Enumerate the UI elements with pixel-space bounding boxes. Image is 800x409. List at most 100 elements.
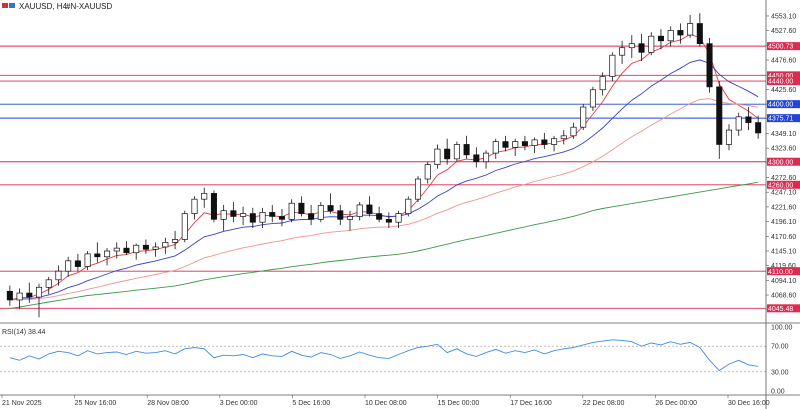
- candle[interactable]: [181, 210, 188, 243]
- candle[interactable]: [346, 210, 354, 231]
- candle[interactable]: [541, 132, 548, 150]
- candle[interactable]: [599, 72, 606, 96]
- y-tick-label: 4349.10: [771, 131, 796, 138]
- candle-body: [240, 213, 247, 217]
- level-tag-label: 4110.00: [768, 269, 793, 276]
- candle[interactable]: [308, 204, 315, 226]
- candle[interactable]: [521, 135, 528, 151]
- candle[interactable]: [657, 29, 664, 50]
- candle-body: [288, 202, 295, 220]
- candle[interactable]: [453, 141, 460, 162]
- candle[interactable]: [337, 204, 344, 226]
- candle[interactable]: [210, 190, 217, 223]
- candle[interactable]: [483, 150, 490, 169]
- candle[interactable]: [366, 196, 373, 217]
- candle[interactable]: [298, 196, 305, 217]
- candle[interactable]: [755, 115, 762, 139]
- candle[interactable]: [531, 137, 538, 154]
- candle[interactable]: [6, 285, 13, 306]
- candle-body: [366, 204, 373, 214]
- candle-body: [521, 141, 528, 146]
- candle[interactable]: [735, 112, 742, 136]
- candle[interactable]: [589, 86, 596, 112]
- candle[interactable]: [492, 138, 499, 159]
- candle[interactable]: [16, 288, 23, 309]
- candle[interactable]: [424, 161, 431, 184]
- candle[interactable]: [191, 196, 198, 220]
- candle[interactable]: [259, 207, 266, 228]
- candle[interactable]: [706, 37, 713, 93]
- candle[interactable]: [288, 199, 295, 223]
- candle-body: [376, 213, 383, 220]
- candle[interactable]: [249, 207, 256, 228]
- candle[interactable]: [570, 122, 577, 139]
- candle-body: [599, 76, 606, 91]
- candle[interactable]: [278, 208, 285, 227]
- candle[interactable]: [405, 196, 412, 217]
- candle[interactable]: [35, 283, 43, 318]
- candle[interactable]: [230, 202, 237, 223]
- candle[interactable]: [696, 13, 703, 47]
- x-tick-label: 5 Dec 16:00: [292, 400, 330, 407]
- candle[interactable]: [317, 202, 324, 223]
- candle[interactable]: [55, 265, 62, 286]
- candle[interactable]: [74, 253, 81, 272]
- candle[interactable]: [172, 230, 179, 250]
- candle[interactable]: [133, 243, 140, 260]
- candle[interactable]: [560, 130, 567, 145]
- candle[interactable]: [473, 147, 480, 168]
- candle[interactable]: [26, 282, 33, 303]
- candle[interactable]: [113, 242, 120, 259]
- candle[interactable]: [745, 107, 752, 131]
- candle[interactable]: [201, 187, 208, 208]
- candle[interactable]: [94, 242, 101, 263]
- candle[interactable]: [385, 212, 392, 228]
- candle[interactable]: [551, 135, 558, 152]
- rsi-line: [9, 339, 759, 372]
- candle[interactable]: [269, 204, 276, 223]
- candle[interactable]: [152, 242, 159, 257]
- candle[interactable]: [580, 104, 587, 131]
- candle[interactable]: [725, 124, 733, 151]
- candle[interactable]: [240, 206, 247, 226]
- candle-body: [551, 138, 558, 145]
- candle[interactable]: [414, 176, 422, 203]
- candle[interactable]: [376, 206, 383, 223]
- candle-body: [84, 253, 91, 267]
- candle[interactable]: [512, 138, 519, 156]
- candle[interactable]: [327, 193, 334, 214]
- candle[interactable]: [609, 52, 616, 82]
- candle-body: [424, 164, 431, 180]
- candle-body: [172, 239, 179, 243]
- candle[interactable]: [444, 138, 451, 165]
- candle[interactable]: [142, 239, 149, 254]
- candle[interactable]: [162, 237, 169, 254]
- candle[interactable]: [104, 248, 111, 266]
- candle[interactable]: [648, 32, 655, 56]
- candle[interactable]: [677, 23, 684, 44]
- candle[interactable]: [65, 256, 72, 277]
- candle[interactable]: [123, 241, 130, 256]
- candle[interactable]: [716, 81, 723, 159]
- x-tick-label: 3 Dec 00:00: [220, 400, 258, 407]
- candle-body: [201, 193, 208, 200]
- candle[interactable]: [628, 35, 635, 59]
- level-tag: [767, 100, 800, 109]
- candle[interactable]: [687, 14, 694, 38]
- candle[interactable]: [84, 251, 91, 271]
- candle-body: [152, 246, 159, 250]
- candle[interactable]: [667, 26, 674, 47]
- candle[interactable]: [638, 33, 645, 61]
- candle[interactable]: [502, 135, 509, 152]
- candle-body: [619, 47, 626, 56]
- candle[interactable]: [220, 204, 227, 231]
- candle[interactable]: [434, 144, 441, 169]
- candle-body: [16, 292, 23, 301]
- candle[interactable]: [619, 40, 626, 64]
- level-tag-label: 4450.00: [768, 73, 793, 80]
- candle[interactable]: [356, 202, 363, 221]
- candle[interactable]: [45, 276, 52, 295]
- candle[interactable]: [463, 135, 470, 159]
- candle[interactable]: [395, 210, 402, 228]
